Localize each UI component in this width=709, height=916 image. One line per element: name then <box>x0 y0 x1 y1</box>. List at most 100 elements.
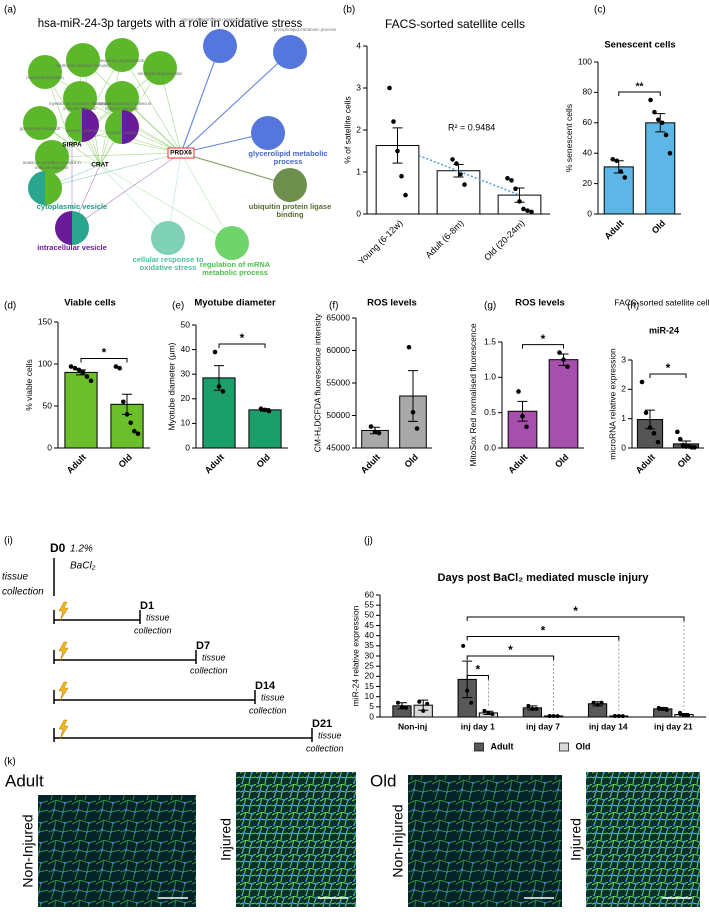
data-point <box>678 710 683 715</box>
y-tick-label: 40 <box>181 344 191 354</box>
data-point <box>530 706 535 711</box>
panel-label: (i) <box>4 536 13 547</box>
y-tick-label: 45000 <box>326 442 350 452</box>
data-point <box>258 406 264 411</box>
data-point <box>595 702 600 707</box>
term-label: leukocyte degranulation <box>99 59 145 63</box>
bar <box>64 371 98 449</box>
panel-label: (f) <box>329 301 338 312</box>
term-label-box: regulation of mRNA metabolic process <box>200 261 270 277</box>
y-tick-label: 45 <box>365 620 375 630</box>
collection-label: tissue <box>202 652 226 662</box>
data-point <box>414 426 420 431</box>
x-tick-label: Young (6-12w) <box>356 218 404 266</box>
timeline-day: D14 <box>255 680 276 692</box>
legend-swatch <box>559 742 569 752</box>
term-label-box: cellular response to oxidative stress <box>133 256 204 272</box>
chart-title: Senescent cells <box>604 40 675 51</box>
x-tick-label: inj day 7 <box>526 721 560 731</box>
network-edge <box>180 45 221 154</box>
term-label: cytoplasmic vesicle <box>36 203 108 211</box>
treatment-label: BaCl₂ <box>70 561 96 572</box>
data-point <box>656 117 661 123</box>
term-label-box: leukocyte degranulation <box>99 59 145 63</box>
data-point <box>561 357 566 362</box>
network-node <box>122 110 139 144</box>
data-point <box>663 132 669 138</box>
network-node <box>35 140 69 174</box>
significance-label: * <box>666 361 671 375</box>
data-point <box>406 344 412 350</box>
data-point <box>513 186 518 192</box>
x-tick-label: inj day 14 <box>589 721 628 731</box>
annotation: R² = 0.9484 <box>448 122 495 132</box>
panel-label: (g) <box>484 301 496 312</box>
data-point <box>647 425 653 430</box>
chart-title: FACS-sorted satellite cells <box>385 17 525 31</box>
data-point <box>618 169 624 174</box>
network-node <box>23 106 57 140</box>
y-tick-label: 60 <box>365 589 375 599</box>
y-tick-label: 0 <box>185 442 190 452</box>
term-label: neutrophil activation <box>26 76 64 80</box>
significance-label: * <box>240 331 245 345</box>
data-point <box>376 430 382 436</box>
injury-icon <box>58 641 69 662</box>
panel-label: (a) <box>4 5 16 16</box>
y-tick-label: 0.0 <box>484 442 496 452</box>
condition-label: Non-Injured <box>390 804 406 877</box>
data-point <box>651 431 657 436</box>
data-point <box>614 158 620 164</box>
x-tick-label: Old <box>254 452 272 470</box>
data-point <box>399 173 404 179</box>
term-label: glycerolipid metabolic process <box>248 150 328 167</box>
term-label-box: cytoplasmic vesicle <box>36 203 108 211</box>
y-tick-label: 25 <box>365 660 375 670</box>
significance-bracket <box>80 358 128 363</box>
data-point <box>509 178 514 183</box>
x-tick-label: Non-inj <box>398 721 427 731</box>
group-label: Old <box>370 771 396 790</box>
term-label-box: neutrophil activation involved in immune… <box>93 102 151 110</box>
data-point <box>417 699 422 704</box>
network-node <box>203 29 237 63</box>
panel-label: (h) <box>627 301 639 312</box>
y-axis-label: microRNA relative expression <box>607 348 617 460</box>
data-point <box>128 420 133 426</box>
x-tick-label: Old (20-24m) <box>482 218 527 263</box>
y-tick-label: 40 <box>583 147 593 157</box>
collection-label: collection <box>306 743 344 753</box>
bar <box>399 395 427 449</box>
term-label: glycerophospholipid metabolic process <box>181 18 259 22</box>
bar <box>548 359 579 449</box>
y-axis-label: CM-H₂DCFDA fluorescence intensity <box>312 313 322 452</box>
network-node <box>105 110 122 144</box>
term-label: neutrophil mediated immunity <box>55 64 111 68</box>
data-point <box>551 713 556 718</box>
data-point <box>387 85 392 91</box>
data-point <box>520 413 525 419</box>
legend-swatch <box>474 742 484 752</box>
significance-label: * <box>541 624 546 638</box>
network-node <box>72 211 89 245</box>
data-point <box>565 364 570 370</box>
data-point <box>76 367 82 373</box>
term-label: phospholipid metabolic process <box>273 28 337 32</box>
term-label: leukocyte activation involved in immune … <box>23 161 81 170</box>
injury-icon <box>58 601 69 622</box>
data-point <box>135 431 141 437</box>
x-tick-label: Adult (6-8m) <box>424 218 466 260</box>
term-label-box: secretory granule <box>66 129 98 133</box>
data-point <box>68 364 74 369</box>
data-point <box>664 707 669 712</box>
term-label-box: intracellular vesicle <box>37 244 107 252</box>
y-tick-label: 65000 <box>326 312 350 322</box>
y-tick-label: 20 <box>365 671 375 681</box>
y-tick-label: 2 <box>356 124 361 134</box>
network-title: hsa-miR-24-3p targets with a role in oxi… <box>38 18 303 30</box>
y-tick-label: 20 <box>181 393 191 403</box>
treatment-label: 1.2% <box>70 544 93 555</box>
x-tick-label: Old <box>650 218 668 236</box>
data-point <box>266 408 272 414</box>
